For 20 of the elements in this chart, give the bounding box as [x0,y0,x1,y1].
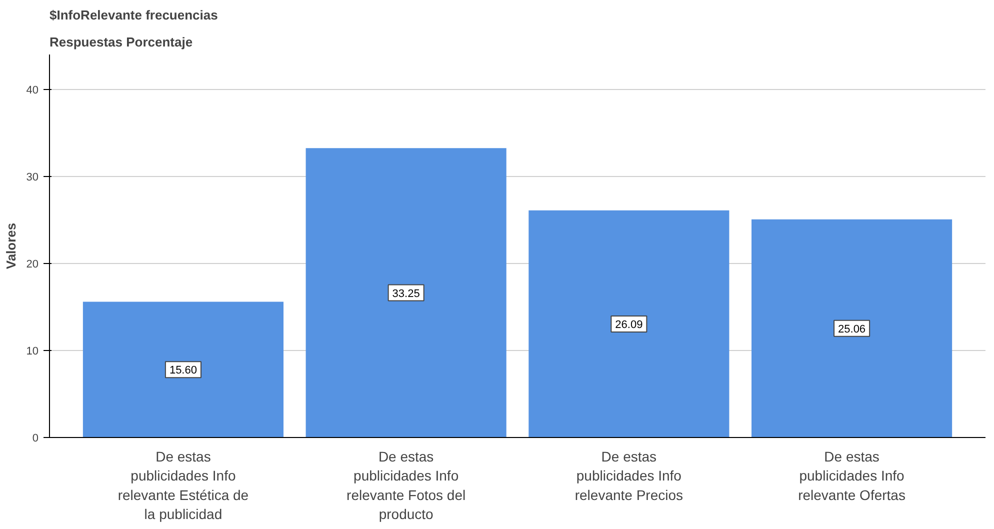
x-tick-label: De estas publicidades Info relevante Estética de la publicidad [118,448,249,522]
y-tick-label: 10 [26,345,39,358]
bar [528,210,730,438]
y-tick-label: 40 [26,84,39,96]
y-tick-label: 30 [26,171,39,184]
y-tick-label: 0 [32,432,39,444]
y-axis-title: Valores [3,222,18,270]
data-label: 26.09 [615,318,643,331]
data-label: 15.60 [169,364,197,377]
chart-subtitle: Respuestas Porcentaje [50,34,193,50]
data-label: 25.06 [838,323,866,336]
y-tick-label: 20 [26,258,39,270]
data-label: 33.25 [392,288,420,300]
x-tick-label: De estas publicidades Info relevante Fotos del producto [346,448,466,522]
x-tick-label: De estas publicidades Info relevante Ofertas [798,448,906,503]
chart-title: $InfoRelevante frecuencias [50,8,218,22]
x-tick-label: De estas publicidades Info relevante Precios [574,448,684,503]
bar [752,219,952,438]
bar [306,148,506,438]
bar [82,302,284,438]
